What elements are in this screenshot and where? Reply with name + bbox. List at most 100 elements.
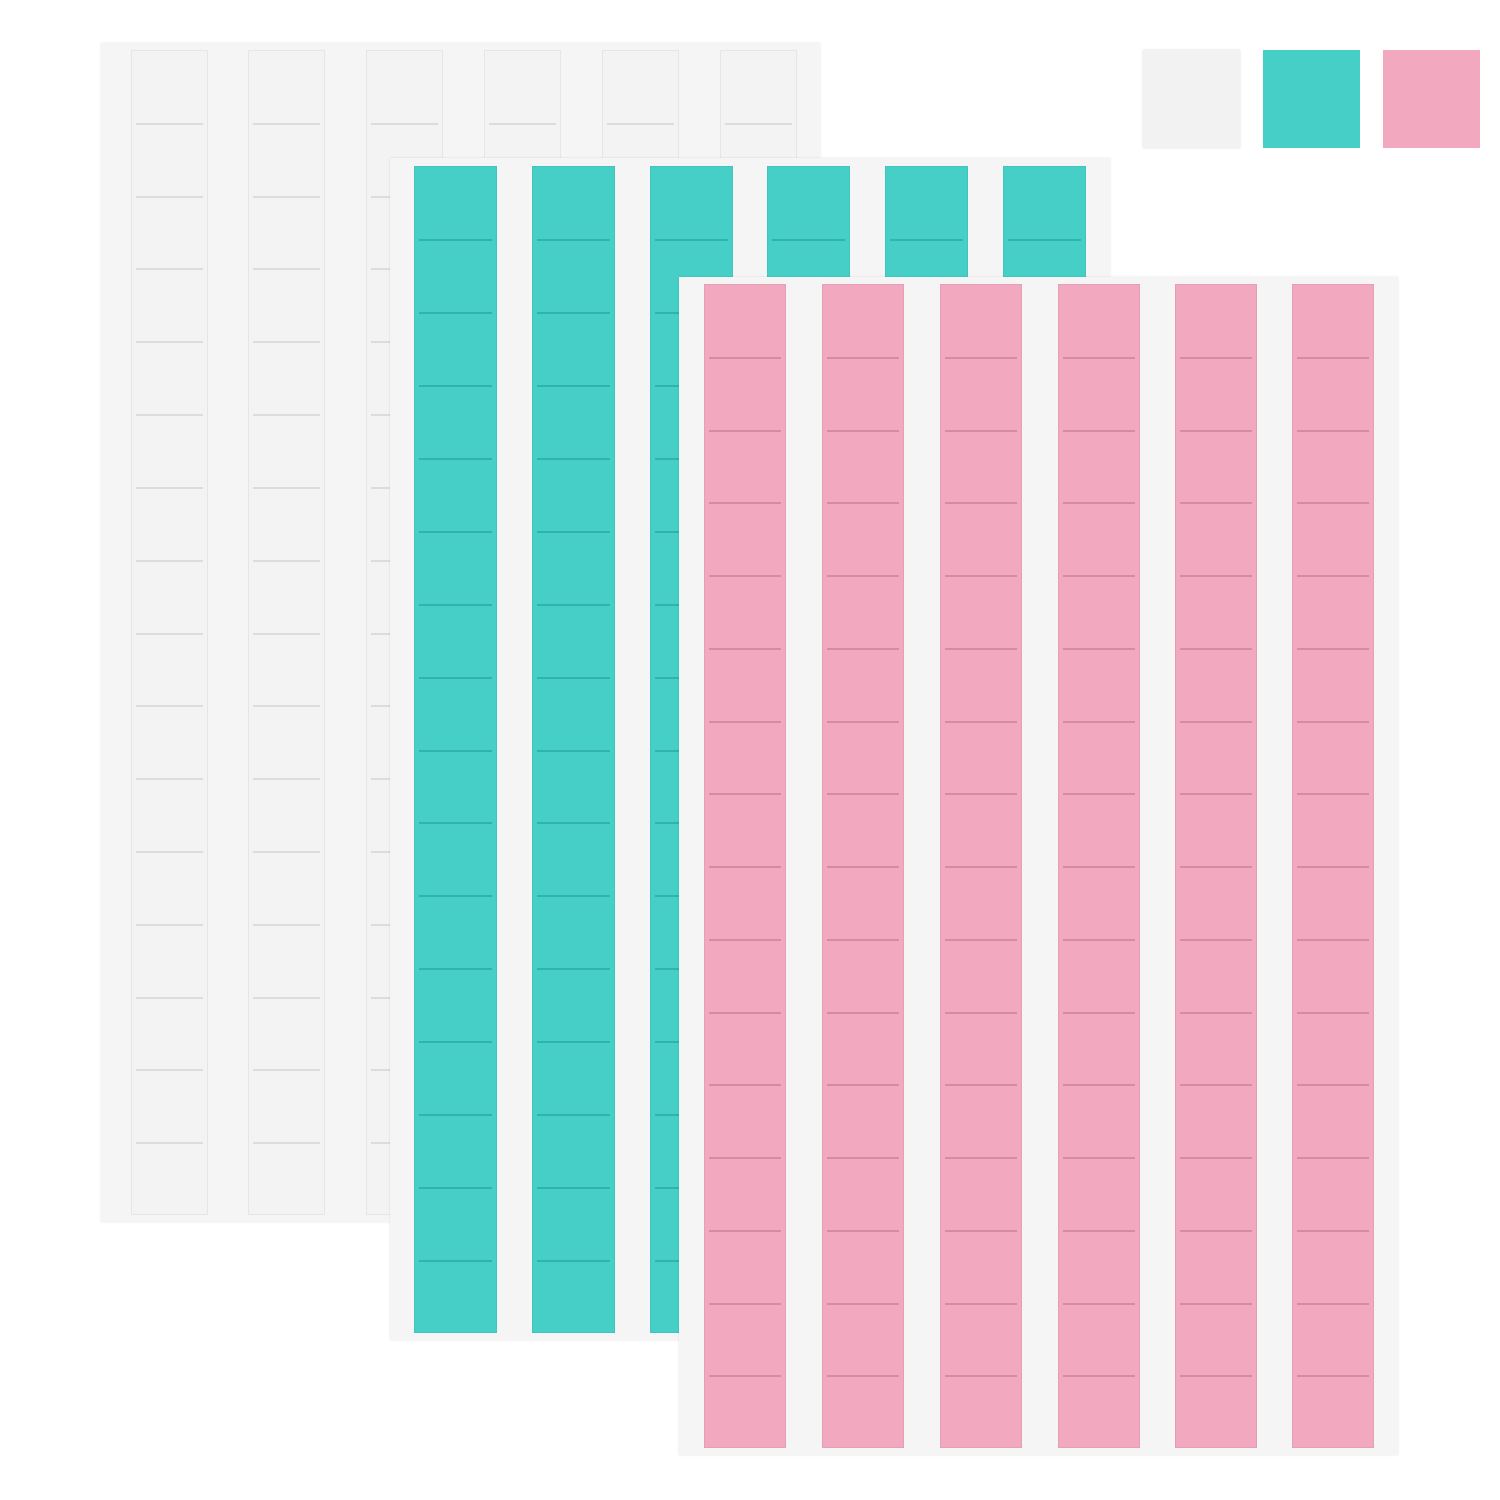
sticker-divider xyxy=(536,238,611,241)
sticker-divider xyxy=(1179,866,1253,868)
sticker-divider xyxy=(418,822,493,825)
sticker-divider xyxy=(252,705,321,708)
sticker-divider xyxy=(1296,429,1370,432)
sticker-divider xyxy=(418,457,493,460)
sticker-divider xyxy=(708,720,782,723)
sticker-divider xyxy=(536,822,611,825)
sticker-divider xyxy=(1007,238,1082,241)
sticker-divider xyxy=(536,1114,611,1117)
sticker-divider xyxy=(536,968,611,971)
sticker-divider xyxy=(252,1142,321,1145)
sticker-divider xyxy=(252,1069,321,1072)
sticker-divider xyxy=(1296,1011,1370,1014)
sticker-divider xyxy=(708,1302,782,1305)
sticker-strip xyxy=(414,166,497,1333)
sticker-divider xyxy=(1179,793,1253,796)
sticker-divider xyxy=(944,502,1018,505)
sticker-divider xyxy=(944,1229,1018,1232)
sticker-divider xyxy=(135,778,204,781)
sticker-divider xyxy=(1296,647,1370,650)
sticker-divider xyxy=(135,705,204,708)
sticker-divider xyxy=(1062,429,1136,432)
sticker-divider xyxy=(708,575,782,577)
sticker-divider xyxy=(418,749,493,752)
sticker-sheet-pink xyxy=(679,277,1398,1455)
sticker-divider xyxy=(536,749,611,752)
color-swatch-teal xyxy=(1263,50,1360,148)
sticker-divider xyxy=(1062,1011,1136,1014)
sticker-divider xyxy=(418,1260,493,1263)
sticker-divider xyxy=(708,1229,782,1232)
sticker-strip xyxy=(532,166,615,1333)
sticker-divider xyxy=(826,502,900,505)
sticker-strip xyxy=(131,50,208,1215)
sticker-divider xyxy=(536,676,611,679)
sticker-divider xyxy=(1062,1084,1136,1087)
sticker-divider xyxy=(1296,575,1370,577)
sticker-divider xyxy=(252,996,321,999)
sticker-divider xyxy=(1296,866,1370,868)
sticker-divider xyxy=(606,122,675,125)
sticker-divider xyxy=(370,122,439,125)
sticker-divider xyxy=(252,486,321,489)
sticker-divider xyxy=(418,530,493,533)
sticker-divider xyxy=(944,793,1018,796)
sticker-divider xyxy=(708,1011,782,1014)
sticker-divider xyxy=(1179,429,1253,432)
color-swatch-white xyxy=(1143,50,1240,148)
sticker-divider xyxy=(418,238,493,241)
sticker-divider xyxy=(1179,1084,1253,1087)
sticker-divider xyxy=(418,968,493,971)
sticker-divider xyxy=(418,1041,493,1044)
sticker-divider xyxy=(1179,1229,1253,1232)
sticker-divider xyxy=(708,793,782,796)
sticker-divider xyxy=(536,603,611,606)
sticker-strip xyxy=(822,284,904,1448)
sticker-divider xyxy=(135,486,204,489)
sticker-strip xyxy=(1292,284,1374,1448)
sticker-divider xyxy=(889,238,964,241)
sticker-divider xyxy=(826,720,900,723)
sticker-divider xyxy=(135,559,204,562)
sticker-divider xyxy=(135,632,204,635)
sticker-divider xyxy=(1062,575,1136,577)
sticker-divider xyxy=(536,311,611,314)
sticker-divider xyxy=(708,647,782,650)
sticker-divider xyxy=(826,1084,900,1087)
sticker-divider xyxy=(1062,1229,1136,1232)
sticker-divider xyxy=(826,1229,900,1232)
sticker-strip xyxy=(704,284,786,1448)
sticker-divider xyxy=(826,647,900,650)
sticker-divider xyxy=(1062,866,1136,868)
sticker-divider xyxy=(1179,938,1253,941)
sticker-divider xyxy=(135,1069,204,1072)
sticker-divider xyxy=(1062,1302,1136,1305)
sticker-divider xyxy=(1062,1375,1136,1378)
sticker-divider xyxy=(944,1084,1018,1087)
sticker-divider xyxy=(135,850,204,853)
sticker-divider xyxy=(1179,502,1253,505)
sticker-divider xyxy=(1179,720,1253,723)
sticker-divider xyxy=(1296,1084,1370,1087)
sticker-divider xyxy=(1179,1011,1253,1014)
sticker-divider xyxy=(135,195,204,198)
sticker-divider xyxy=(135,122,204,125)
sticker-divider xyxy=(708,866,782,868)
sticker-divider xyxy=(135,268,204,271)
sticker-divider xyxy=(135,341,204,344)
sticker-divider xyxy=(708,429,782,432)
sticker-divider xyxy=(135,1142,204,1145)
sticker-divider xyxy=(826,1375,900,1378)
sticker-divider xyxy=(944,938,1018,941)
sticker-divider xyxy=(944,1011,1018,1014)
sticker-divider xyxy=(252,195,321,198)
sticker-divider xyxy=(418,676,493,679)
sticker-divider xyxy=(1062,356,1136,359)
sticker-divider xyxy=(944,720,1018,723)
sticker-divider xyxy=(252,632,321,635)
sticker-divider xyxy=(1296,938,1370,941)
sticker-divider xyxy=(826,793,900,796)
sticker-divider xyxy=(826,575,900,577)
sticker-strip xyxy=(248,50,325,1215)
